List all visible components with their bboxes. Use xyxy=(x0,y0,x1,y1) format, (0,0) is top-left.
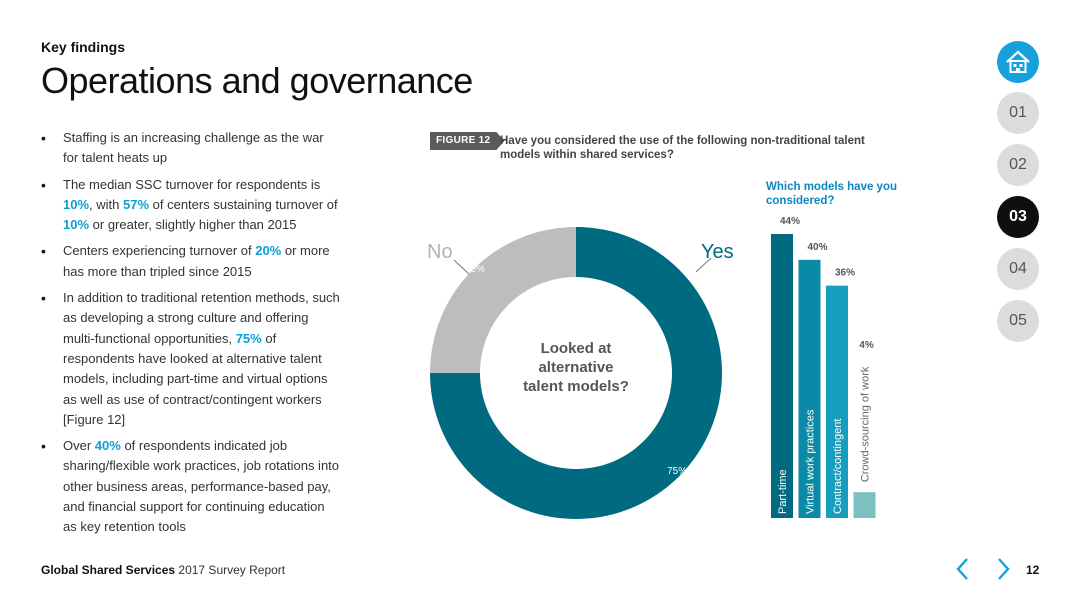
highlight-value: 75% xyxy=(235,330,262,346)
bar-category-label: Crowd-sourcing of work xyxy=(860,366,872,482)
previous-page-button[interactable] xyxy=(952,556,974,582)
findings-list: Staffing is an increasing challenge as t… xyxy=(41,128,341,544)
slice-label-no: No xyxy=(427,241,453,263)
highlight-value: 10% xyxy=(63,217,90,233)
finding-bullet: Centers experiencing turnover of 20% or … xyxy=(41,241,341,282)
bullet-text: Centers experiencing turnover of xyxy=(63,243,256,259)
home-button[interactable] xyxy=(997,41,1039,83)
bullet-text: Staffing is an increasing challenge as t… xyxy=(63,130,324,166)
finding-bullet: Over 40% of respondents indicated job sh… xyxy=(41,436,341,537)
bar-1 xyxy=(771,234,793,518)
bar-3 xyxy=(826,285,848,518)
bullet-text: or greater, slightly higher than 2015 xyxy=(89,217,297,233)
finding-bullet: The median SSC turnover for respondents … xyxy=(41,175,341,236)
bar-value-label: 36% xyxy=(835,268,855,279)
no-leader-line xyxy=(453,259,470,275)
nav-section-01[interactable]: 01 xyxy=(997,92,1039,134)
bar-value-label: 40% xyxy=(807,242,827,253)
finding-bullet: In addition to traditional retention met… xyxy=(41,288,341,430)
footer-brand: Global Shared Services xyxy=(41,563,176,577)
figure-tag: FIGURE 12 xyxy=(430,132,504,150)
page-number: 12 xyxy=(1026,563,1040,577)
nav-section-02[interactable]: 02 xyxy=(997,144,1039,186)
highlight-value: 20% xyxy=(255,243,282,259)
highlight-value: 10% xyxy=(63,196,90,212)
chevron-left-icon xyxy=(956,558,968,580)
slice-value-label: 25% xyxy=(465,264,485,275)
bullet-text: of centers sustaining turnover of xyxy=(149,196,338,212)
bullet-text: The median SSC turnover for respondents … xyxy=(63,176,321,192)
bar-chart-heading: Which models have you considered? xyxy=(766,181,897,207)
bar-category-label: Part-time xyxy=(777,469,789,514)
bullet-text: Over xyxy=(63,438,95,454)
yes-leader-line xyxy=(695,257,712,273)
donut-center-label: Looked at alternative talent models? xyxy=(523,340,629,395)
page-title: Operations and governance xyxy=(41,60,473,101)
bullet-text: , with xyxy=(89,196,123,212)
donut-slice-no xyxy=(430,227,576,373)
bar-category-label: Virtual work practices xyxy=(805,409,817,514)
donut-chart: 75% 25% Yes No Looked at alternative talent mo… xyxy=(427,227,734,519)
bullet-text: or more has more than tripled since 2015 xyxy=(63,243,330,279)
figure-question: Have you considered the use of the follo… xyxy=(500,135,865,161)
nav-section-05[interactable]: 05 xyxy=(997,300,1039,342)
bar-category-label: Contract/contingent xyxy=(832,419,844,514)
bullet-text: In addition to traditional retention met… xyxy=(63,290,340,346)
bar-chart: 44% Part-time 40% Virtual work practices 36%… xyxy=(771,216,876,518)
section-kicker: Key findings xyxy=(41,39,126,55)
slice-value-label: 75% xyxy=(667,466,687,477)
highlight-value: 57% xyxy=(123,196,150,212)
finding-bullet: Staffing is an increasing challenge as t… xyxy=(41,128,341,169)
nav-section-04[interactable]: 04 xyxy=(997,248,1039,290)
bullet-text: of respondents have looked at alternativ… xyxy=(63,330,328,427)
bar-value-label: 4% xyxy=(859,340,874,351)
home-icon xyxy=(1006,50,1030,73)
nav-section-03[interactable]: 03 xyxy=(997,196,1039,238)
bullet-text: of respondents indicated job sharing/fle… xyxy=(63,438,340,535)
bar-4 xyxy=(853,492,876,518)
bar-value-label: 44% xyxy=(780,216,800,227)
footer: Global Shared Services 2017 Survey Repor… xyxy=(41,563,285,577)
slice-label-yes: Yes xyxy=(701,241,734,263)
highlight-value: 40% xyxy=(94,438,121,454)
footer-report: 2017 Survey Report xyxy=(178,563,286,577)
chevron-right-icon xyxy=(998,558,1010,580)
donut-slice-yes xyxy=(430,227,722,519)
next-page-button[interactable] xyxy=(992,556,1014,582)
bar-2 xyxy=(798,259,821,518)
